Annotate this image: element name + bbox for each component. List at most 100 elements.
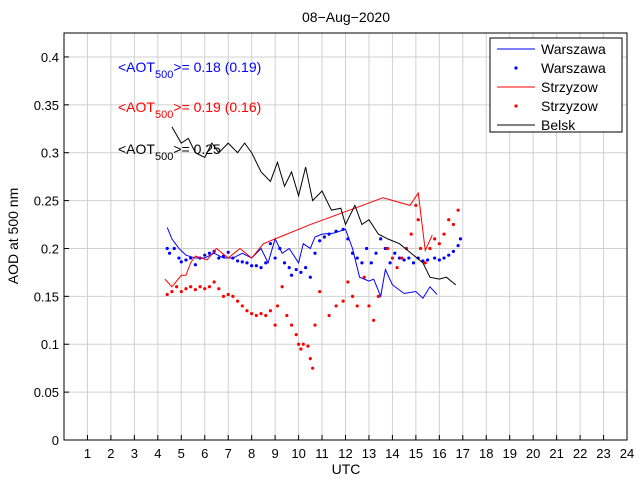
x-tick-label: 13: [362, 446, 376, 461]
x-tick-label: 1: [84, 446, 91, 461]
strzyzow-point: [433, 237, 437, 241]
strzyzow-point: [372, 318, 376, 322]
warszawa-point: [355, 256, 359, 260]
y-tick-label: 0.4: [41, 50, 59, 65]
x-tick-label: 22: [573, 446, 587, 461]
strzyzow-point: [311, 366, 315, 370]
warszawa-point: [437, 258, 441, 262]
warszawa-point: [383, 246, 387, 251]
strzyzow-point: [414, 203, 418, 207]
warszawa-point: [287, 266, 291, 270]
warszawa-point: [341, 227, 345, 231]
belsk-line: [171, 126, 457, 286]
annotations: <AOT500>= 0.18 (0.19)<AOT500>= 0.19 (0.1…: [118, 59, 261, 163]
strzyzow-point: [308, 357, 312, 361]
strzyzow-point: [184, 287, 188, 291]
strzyzow-point: [264, 313, 268, 318]
aot-subscript: 500: [155, 151, 173, 163]
warszawa-point: [411, 261, 416, 265]
y-tick-label: 0: [52, 433, 59, 448]
strzyzow-point: [386, 246, 390, 251]
warszawa-point: [189, 256, 193, 260]
y-tick-label: 0.25: [34, 194, 59, 209]
warszawa-point: [451, 249, 456, 253]
strzyzow-point: [395, 266, 399, 270]
strzyzow-point: [289, 323, 294, 327]
strzyzow-point: [217, 287, 221, 291]
strzyzow-point: [390, 256, 395, 260]
x-tick-label: 20: [526, 446, 540, 461]
x-tick-label: 2: [107, 446, 114, 461]
warszawa-point: [304, 266, 308, 270]
warszawa-point: [318, 239, 322, 243]
x-tick-label: 6: [201, 446, 208, 461]
x-tick-label: 12: [338, 446, 352, 461]
warszawa-line: [166, 227, 438, 300]
strzyzow-point: [226, 292, 230, 297]
legend-label: Warszawa: [541, 41, 606, 57]
y-tick-label: 0.05: [34, 385, 59, 400]
strzyzow-point: [428, 246, 432, 251]
aot-subscript: 500: [155, 69, 173, 81]
warszawa-point: [397, 256, 402, 260]
strzyzow-point: [294, 333, 298, 337]
warszawa-point: [442, 256, 446, 260]
x-tick-label: 19: [502, 446, 516, 461]
strzyzow-point: [203, 287, 207, 291]
strzyzow-point: [250, 311, 254, 316]
strzyzow-point: [409, 232, 413, 236]
y-axis-label: AOD at 500 nm: [5, 188, 21, 285]
x-tick-label: 23: [596, 446, 610, 461]
strzyzow-point: [235, 299, 240, 303]
warszawa-point: [346, 237, 350, 241]
warszawa-point: [217, 256, 221, 260]
strzyzow-point: [447, 218, 451, 222]
strzyzow-point: [165, 292, 169, 297]
strzyzow-point: [362, 275, 366, 279]
series-marks: [164, 126, 463, 370]
aot-prefix: <AOT: [118, 99, 155, 115]
strzyzow-point: [301, 342, 305, 346]
strzyzow-point: [456, 208, 460, 212]
warszawa-point: [407, 256, 411, 260]
strzyzow-point: [327, 313, 331, 318]
x-tick-label: 24: [620, 446, 634, 461]
y-tick-label: 0.3: [41, 146, 59, 161]
warszawa-point: [289, 273, 294, 277]
strzyzow-point: [240, 304, 244, 308]
warszawa-point: [393, 251, 397, 255]
warszawa-point: [268, 242, 273, 246]
x-tick-label: 16: [432, 446, 446, 461]
warszawa-point: [207, 251, 212, 255]
strzyzow-point: [437, 242, 441, 246]
strzyzow-point: [179, 289, 183, 294]
x-axis-label: UTC: [332, 461, 361, 477]
strzyzow-point: [296, 342, 301, 346]
strzyzow-point: [285, 313, 289, 318]
x-tick-label: 3: [131, 446, 138, 461]
strzyzow-point: [376, 294, 380, 298]
legend-box: [489, 37, 623, 133]
strzyzow-point: [299, 347, 303, 351]
aot-annotation: <AOT500>= 0.25: [118, 141, 221, 163]
warszawa-point: [313, 251, 317, 255]
warszawa-point: [179, 260, 183, 264]
aot-prefix: <AOT: [118, 59, 155, 75]
warszawa-point: [299, 270, 303, 275]
strzyzow-point: [341, 299, 345, 303]
strzyzow-point: [189, 285, 193, 289]
warszawa-point: [273, 256, 277, 260]
strzyzow-point: [212, 280, 216, 284]
warszawa-point: [369, 261, 373, 265]
warszawa-point: [388, 261, 392, 265]
warszawa-point: [165, 246, 169, 251]
warszawa-point: [402, 258, 406, 262]
aot-value: >= 0.18 (0.19): [173, 59, 261, 75]
warszawa-point: [167, 251, 172, 255]
warszawa-point: [240, 260, 244, 264]
strzyzow-point: [451, 222, 456, 227]
x-tick-label: 17: [456, 446, 470, 461]
strzyzow-point: [254, 313, 258, 318]
warszawa-point: [447, 253, 451, 257]
warszawa-point: [334, 229, 338, 233]
